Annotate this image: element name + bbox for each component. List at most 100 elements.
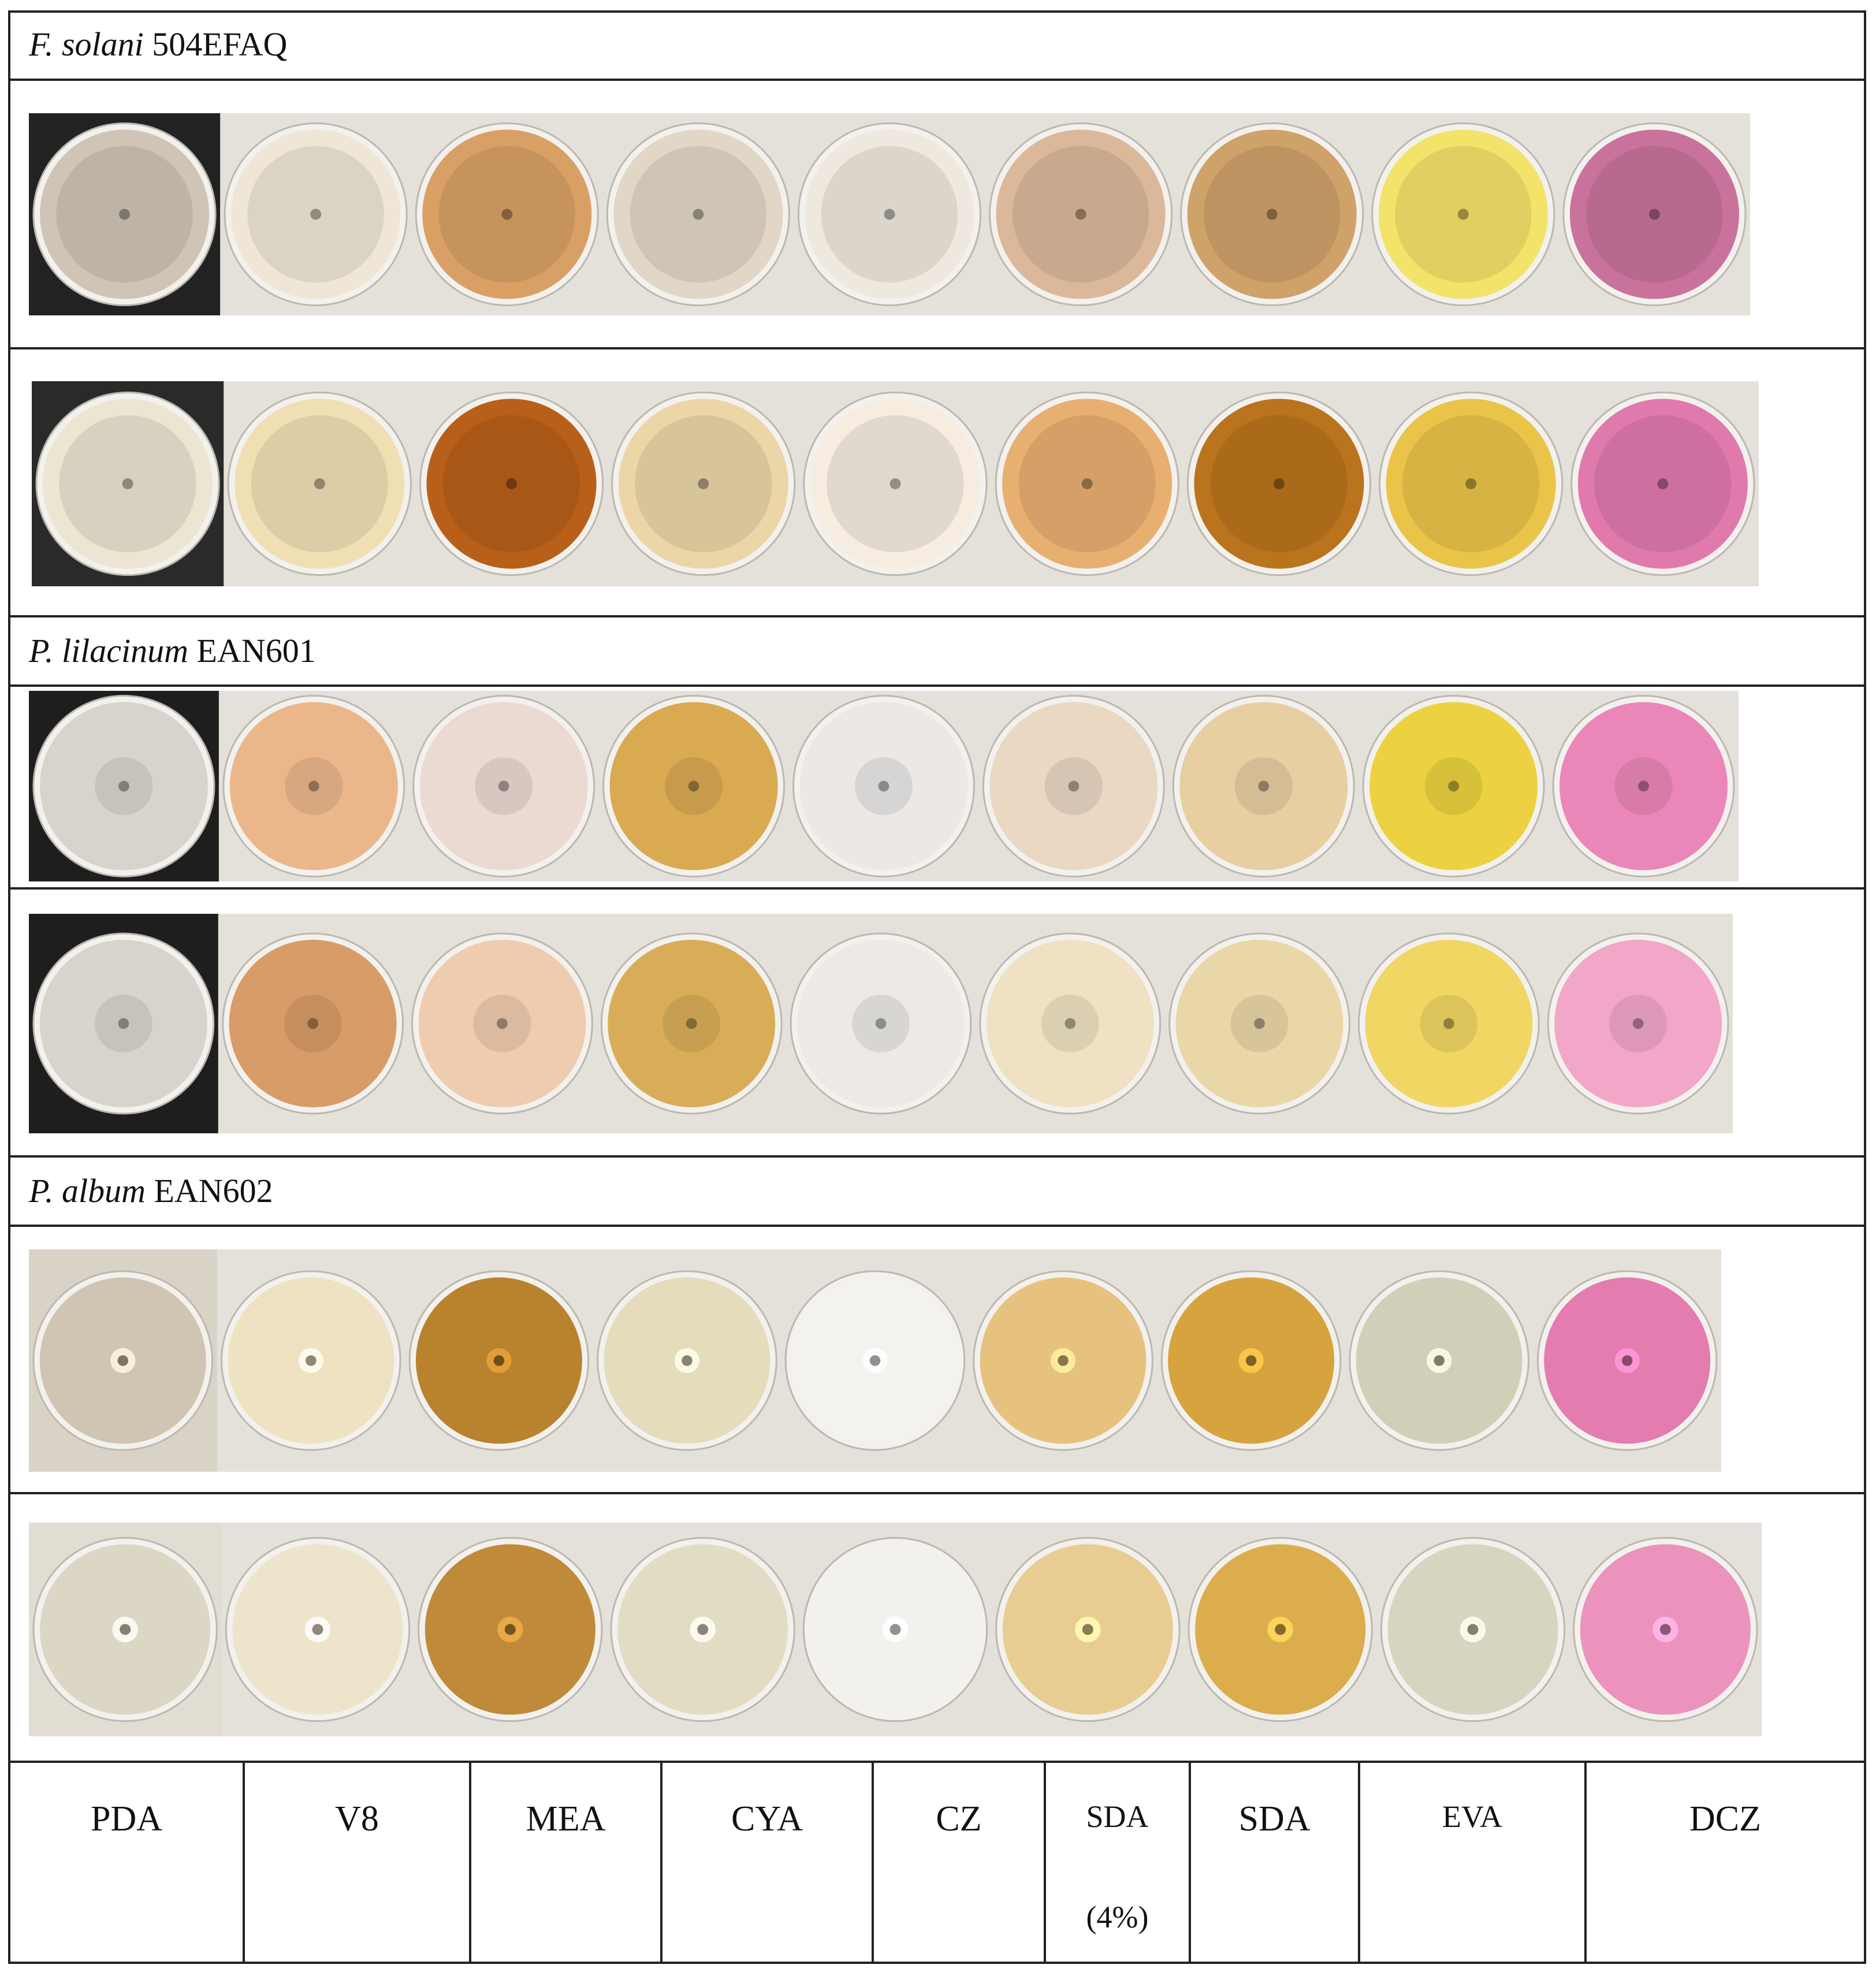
media-label-v8: V8 [245, 1763, 469, 1964]
species-header-palbum: P. album EAN602 [29, 1174, 273, 1208]
colony-center [884, 209, 895, 220]
colony-center [1075, 209, 1086, 220]
media-label-dcz: DCZ [1587, 1763, 1864, 1964]
colony-center [118, 1018, 129, 1029]
colony-center [504, 1624, 516, 1635]
colony-center [493, 1355, 505, 1366]
colony-center [1245, 1355, 1257, 1366]
colony-center [697, 1624, 709, 1635]
media-name: SDA [1086, 1799, 1149, 1834]
row-divider [8, 79, 1866, 81]
column-divider [1189, 1763, 1191, 1964]
media-name: MEA [526, 1799, 606, 1839]
culture-photo-strip [29, 1523, 1762, 1736]
media-label-eva: EVA [1360, 1763, 1584, 1964]
column-divider [1358, 1763, 1360, 1964]
column-divider [872, 1763, 874, 1964]
colony-center [1457, 209, 1469, 220]
colony-center [1275, 1624, 1286, 1635]
row-divider [8, 1761, 1866, 1763]
colony-center [306, 1355, 317, 1366]
culture-photo-strip [29, 914, 1733, 1133]
colony-center [498, 780, 509, 792]
media-name: CYA [731, 1799, 803, 1839]
colony-center [1448, 780, 1460, 792]
colony-center [1659, 1624, 1671, 1635]
row-divider [8, 1155, 1866, 1158]
colony-center [1443, 1018, 1454, 1029]
colony-center [1657, 478, 1669, 489]
column-divider [1584, 1763, 1587, 1964]
colony-center [682, 1355, 693, 1366]
colony-center [506, 478, 518, 489]
media-name: SDA [1238, 1799, 1311, 1839]
media-label-cz: CZ [874, 1763, 1044, 1964]
colony-center [117, 1355, 129, 1366]
colony-center [878, 780, 889, 792]
culture-photo-row [32, 381, 1759, 586]
colony-center [308, 780, 319, 792]
column-divider [660, 1763, 662, 1964]
row-divider [8, 1492, 1866, 1494]
colony-center [1266, 209, 1278, 220]
colony-center [1064, 1018, 1076, 1029]
culture-photo-strip [29, 113, 1750, 315]
column-divider [469, 1763, 471, 1964]
colony-center [1068, 780, 1080, 792]
colony-center [122, 478, 133, 489]
colony-center [1638, 780, 1649, 792]
colony-center [1273, 478, 1285, 489]
species-name: F. solani [29, 25, 144, 63]
row-divider [8, 1225, 1866, 1227]
species-name: P. album [29, 1172, 146, 1210]
media-name: CZ [936, 1799, 982, 1839]
colony-center [497, 1018, 508, 1029]
culture-photo-strip [29, 691, 1739, 881]
colony-center [1082, 1624, 1093, 1635]
colony-center [307, 1018, 319, 1029]
strain-id: EAN601 [196, 632, 316, 669]
species-header-fsolani: F. solani 504EFAQ [29, 28, 287, 61]
strain-id: EAN602 [154, 1172, 273, 1210]
colony-center [875, 1018, 887, 1029]
colony-center [120, 1624, 131, 1635]
column-divider [1044, 1763, 1046, 1964]
colony-center [1081, 478, 1093, 489]
culture-photo-row [29, 1523, 1762, 1736]
colony-center [686, 1018, 697, 1029]
media-label-mea: MEA [471, 1763, 660, 1964]
colony-center [118, 780, 129, 792]
media-name: DCZ [1689, 1799, 1761, 1839]
culture-photo-row [29, 113, 1750, 315]
row-divider [8, 615, 1866, 617]
colony-center [1648, 209, 1660, 220]
row-divider [8, 347, 1866, 349]
colony-center [310, 209, 322, 220]
strain-id: 504EFAQ [152, 25, 288, 63]
row-divider [8, 684, 1866, 687]
media-label-sda-4pct: SDA (4%) [1046, 1763, 1189, 1964]
culture-photo-strip [29, 1249, 1721, 1472]
culture-photo-strip [32, 381, 1759, 586]
media-concentration: (4%) [1086, 1900, 1149, 1934]
figure-table [8, 10, 1866, 1964]
colony-center [1058, 1355, 1069, 1366]
colony-center [869, 1355, 881, 1366]
colony-center [119, 209, 131, 220]
colony-center [889, 478, 901, 489]
media-name: V8 [335, 1799, 379, 1839]
colony-center [698, 478, 709, 489]
species-header-plilacinum: P. lilacinum EAN601 [29, 634, 316, 668]
colony-center [1434, 1355, 1445, 1366]
colony-center [501, 209, 513, 220]
media-label-cya: CYA [662, 1763, 872, 1964]
colony-center [312, 1624, 323, 1635]
colony-center [1621, 1355, 1633, 1366]
colony-center [314, 478, 325, 489]
row-divider [8, 887, 1866, 890]
culture-photo-row [29, 1249, 1721, 1472]
species-name: P. lilacinum [29, 632, 189, 669]
culture-photo-row [29, 914, 1733, 1133]
media-label-sda: SDA [1191, 1763, 1358, 1964]
media-label-pda: PDA [10, 1763, 243, 1964]
